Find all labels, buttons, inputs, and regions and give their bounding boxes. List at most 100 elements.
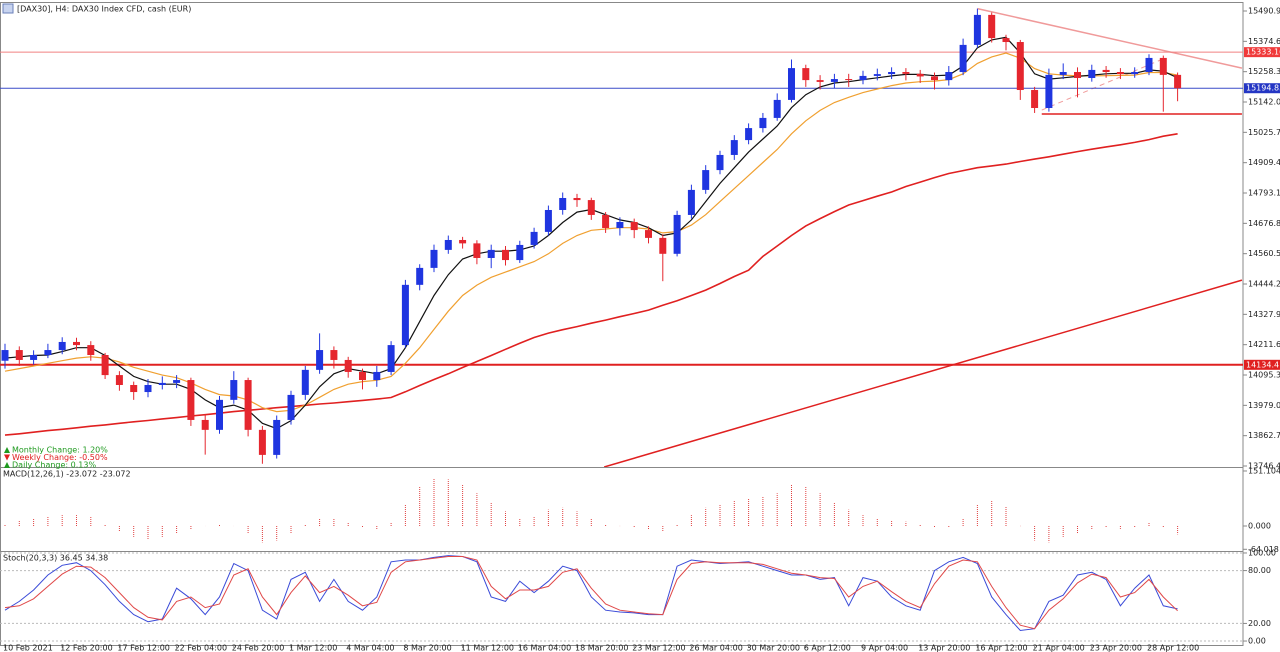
candle-body xyxy=(816,80,824,82)
level-label-box xyxy=(1244,359,1280,370)
level-label: 15194.85 xyxy=(1246,84,1280,93)
moving-average xyxy=(4,133,1178,436)
x-tick-label: 22 Feb 04:00 xyxy=(175,644,227,652)
change-text: Monthly Change: 1.20% xyxy=(12,446,108,455)
y-tick-label: 20.00 xyxy=(1248,619,1271,628)
candle-body xyxy=(387,345,395,372)
candle-body xyxy=(258,429,266,455)
candle-body xyxy=(988,14,996,39)
candle-body xyxy=(73,341,80,346)
axes: 15490.90 15374.60 15258.30 15142.00 15025.70… xyxy=(3,7,1280,652)
moving-average xyxy=(4,52,1178,413)
candle-body xyxy=(873,74,881,76)
y-tick-label: 15258.30 xyxy=(1248,67,1280,76)
y-tick-label: 14327.90 xyxy=(1248,310,1280,319)
x-tick-label: 13 Apr 20:00 xyxy=(918,644,970,652)
candle-body xyxy=(44,350,52,356)
y-tick-label: 100.00 xyxy=(1248,548,1276,557)
candle-body xyxy=(730,140,738,155)
x-tick-label: 28 Apr 12:00 xyxy=(1147,644,1199,652)
candle-body xyxy=(559,197,567,210)
y-tick-label: 14676.80 xyxy=(1248,219,1280,228)
stoch-line xyxy=(4,556,1178,630)
candle-body xyxy=(1059,72,1067,75)
candle-body xyxy=(1088,69,1096,79)
change-arrow xyxy=(4,447,10,453)
price-panel xyxy=(0,7,1243,467)
candle-body xyxy=(602,214,610,228)
candle-body xyxy=(30,355,38,360)
stoch-panel xyxy=(0,552,1243,642)
candle-body xyxy=(830,79,838,82)
y-tick-label: 14095.30 xyxy=(1248,371,1280,380)
x-tick-label: 18 Mar 20:00 xyxy=(575,644,628,652)
candle-body xyxy=(487,249,495,258)
candle-body xyxy=(1002,38,1010,43)
candle-body xyxy=(573,197,581,201)
candle-body xyxy=(316,350,324,370)
candle-body xyxy=(87,345,95,356)
candle-body xyxy=(544,209,552,232)
candle-body xyxy=(401,284,409,346)
candle-body xyxy=(1016,42,1024,91)
candle-body xyxy=(330,350,338,360)
x-tick-label: 11 Mar 12:00 xyxy=(461,644,514,652)
candle-body xyxy=(1116,72,1124,75)
candle-body xyxy=(687,189,695,215)
x-tick-label: 9 Apr 04:00 xyxy=(861,644,908,652)
change-text: Weekly Change: -0.50% xyxy=(12,453,108,462)
y-tick-label: 151.104 xyxy=(1248,466,1280,475)
change-arrow xyxy=(4,454,10,461)
y-tick-label: 14560.50 xyxy=(1248,249,1280,258)
y-tick-label: 14793.10 xyxy=(1248,189,1280,198)
candle-body xyxy=(888,72,896,75)
candle-body xyxy=(430,249,438,268)
candle-body xyxy=(516,244,524,261)
x-tick-label: 17 Feb 12:00 xyxy=(117,644,169,652)
candle-body xyxy=(459,239,467,244)
change-text: Daily Change: 0.13% xyxy=(12,461,96,470)
candle-body xyxy=(115,375,123,385)
x-tick-label: 1 Mar 12:00 xyxy=(289,644,337,652)
moving-average xyxy=(4,36,1178,430)
candle-body xyxy=(673,214,681,254)
y-tick-label: 14909.40 xyxy=(1248,158,1280,167)
candle-body xyxy=(788,68,795,100)
candle-body xyxy=(473,243,481,258)
x-tick-label: 4 Mar 04:00 xyxy=(346,644,394,652)
candle-body xyxy=(931,76,938,81)
candle-body xyxy=(1,350,9,361)
y-tick-label: 13862.70 xyxy=(1248,431,1280,440)
candle-body xyxy=(916,73,924,77)
candle-body xyxy=(301,369,309,395)
candle-body xyxy=(502,249,509,261)
candle-body xyxy=(802,68,810,81)
candle-body xyxy=(15,350,23,360)
candle-body xyxy=(1031,90,1039,109)
candle-body xyxy=(1145,57,1153,73)
plot-frame xyxy=(0,2,1244,646)
trend-line xyxy=(603,279,1243,467)
y-tick-label: 15374.60 xyxy=(1248,37,1280,46)
candle-body xyxy=(1074,72,1081,79)
candle-body xyxy=(444,239,452,250)
x-tick-label: 16 Apr 12:00 xyxy=(975,644,1027,652)
stoch-line xyxy=(4,555,1178,632)
level-label: 14134.41 xyxy=(1246,360,1280,369)
chart-icon xyxy=(2,3,14,14)
y-tick-label: 14444.20 xyxy=(1248,280,1280,289)
x-tick-label: 21 Apr 04:00 xyxy=(1033,644,1085,652)
candle-body xyxy=(902,72,910,74)
x-tick-label: 16 Mar 04:00 xyxy=(518,644,571,652)
candle-body xyxy=(144,384,152,393)
candle-body xyxy=(616,221,624,228)
candle-body xyxy=(1174,74,1182,89)
level-label-box xyxy=(1244,83,1280,94)
y-tick-label: 0.00 xyxy=(1248,637,1266,646)
x-tick-label: 23 Mar 12:00 xyxy=(632,644,685,652)
stoch-title: Stoch(20,3,3) 36.45 34.38 xyxy=(3,554,108,563)
candle-body xyxy=(230,380,238,400)
candle-body xyxy=(373,371,381,381)
